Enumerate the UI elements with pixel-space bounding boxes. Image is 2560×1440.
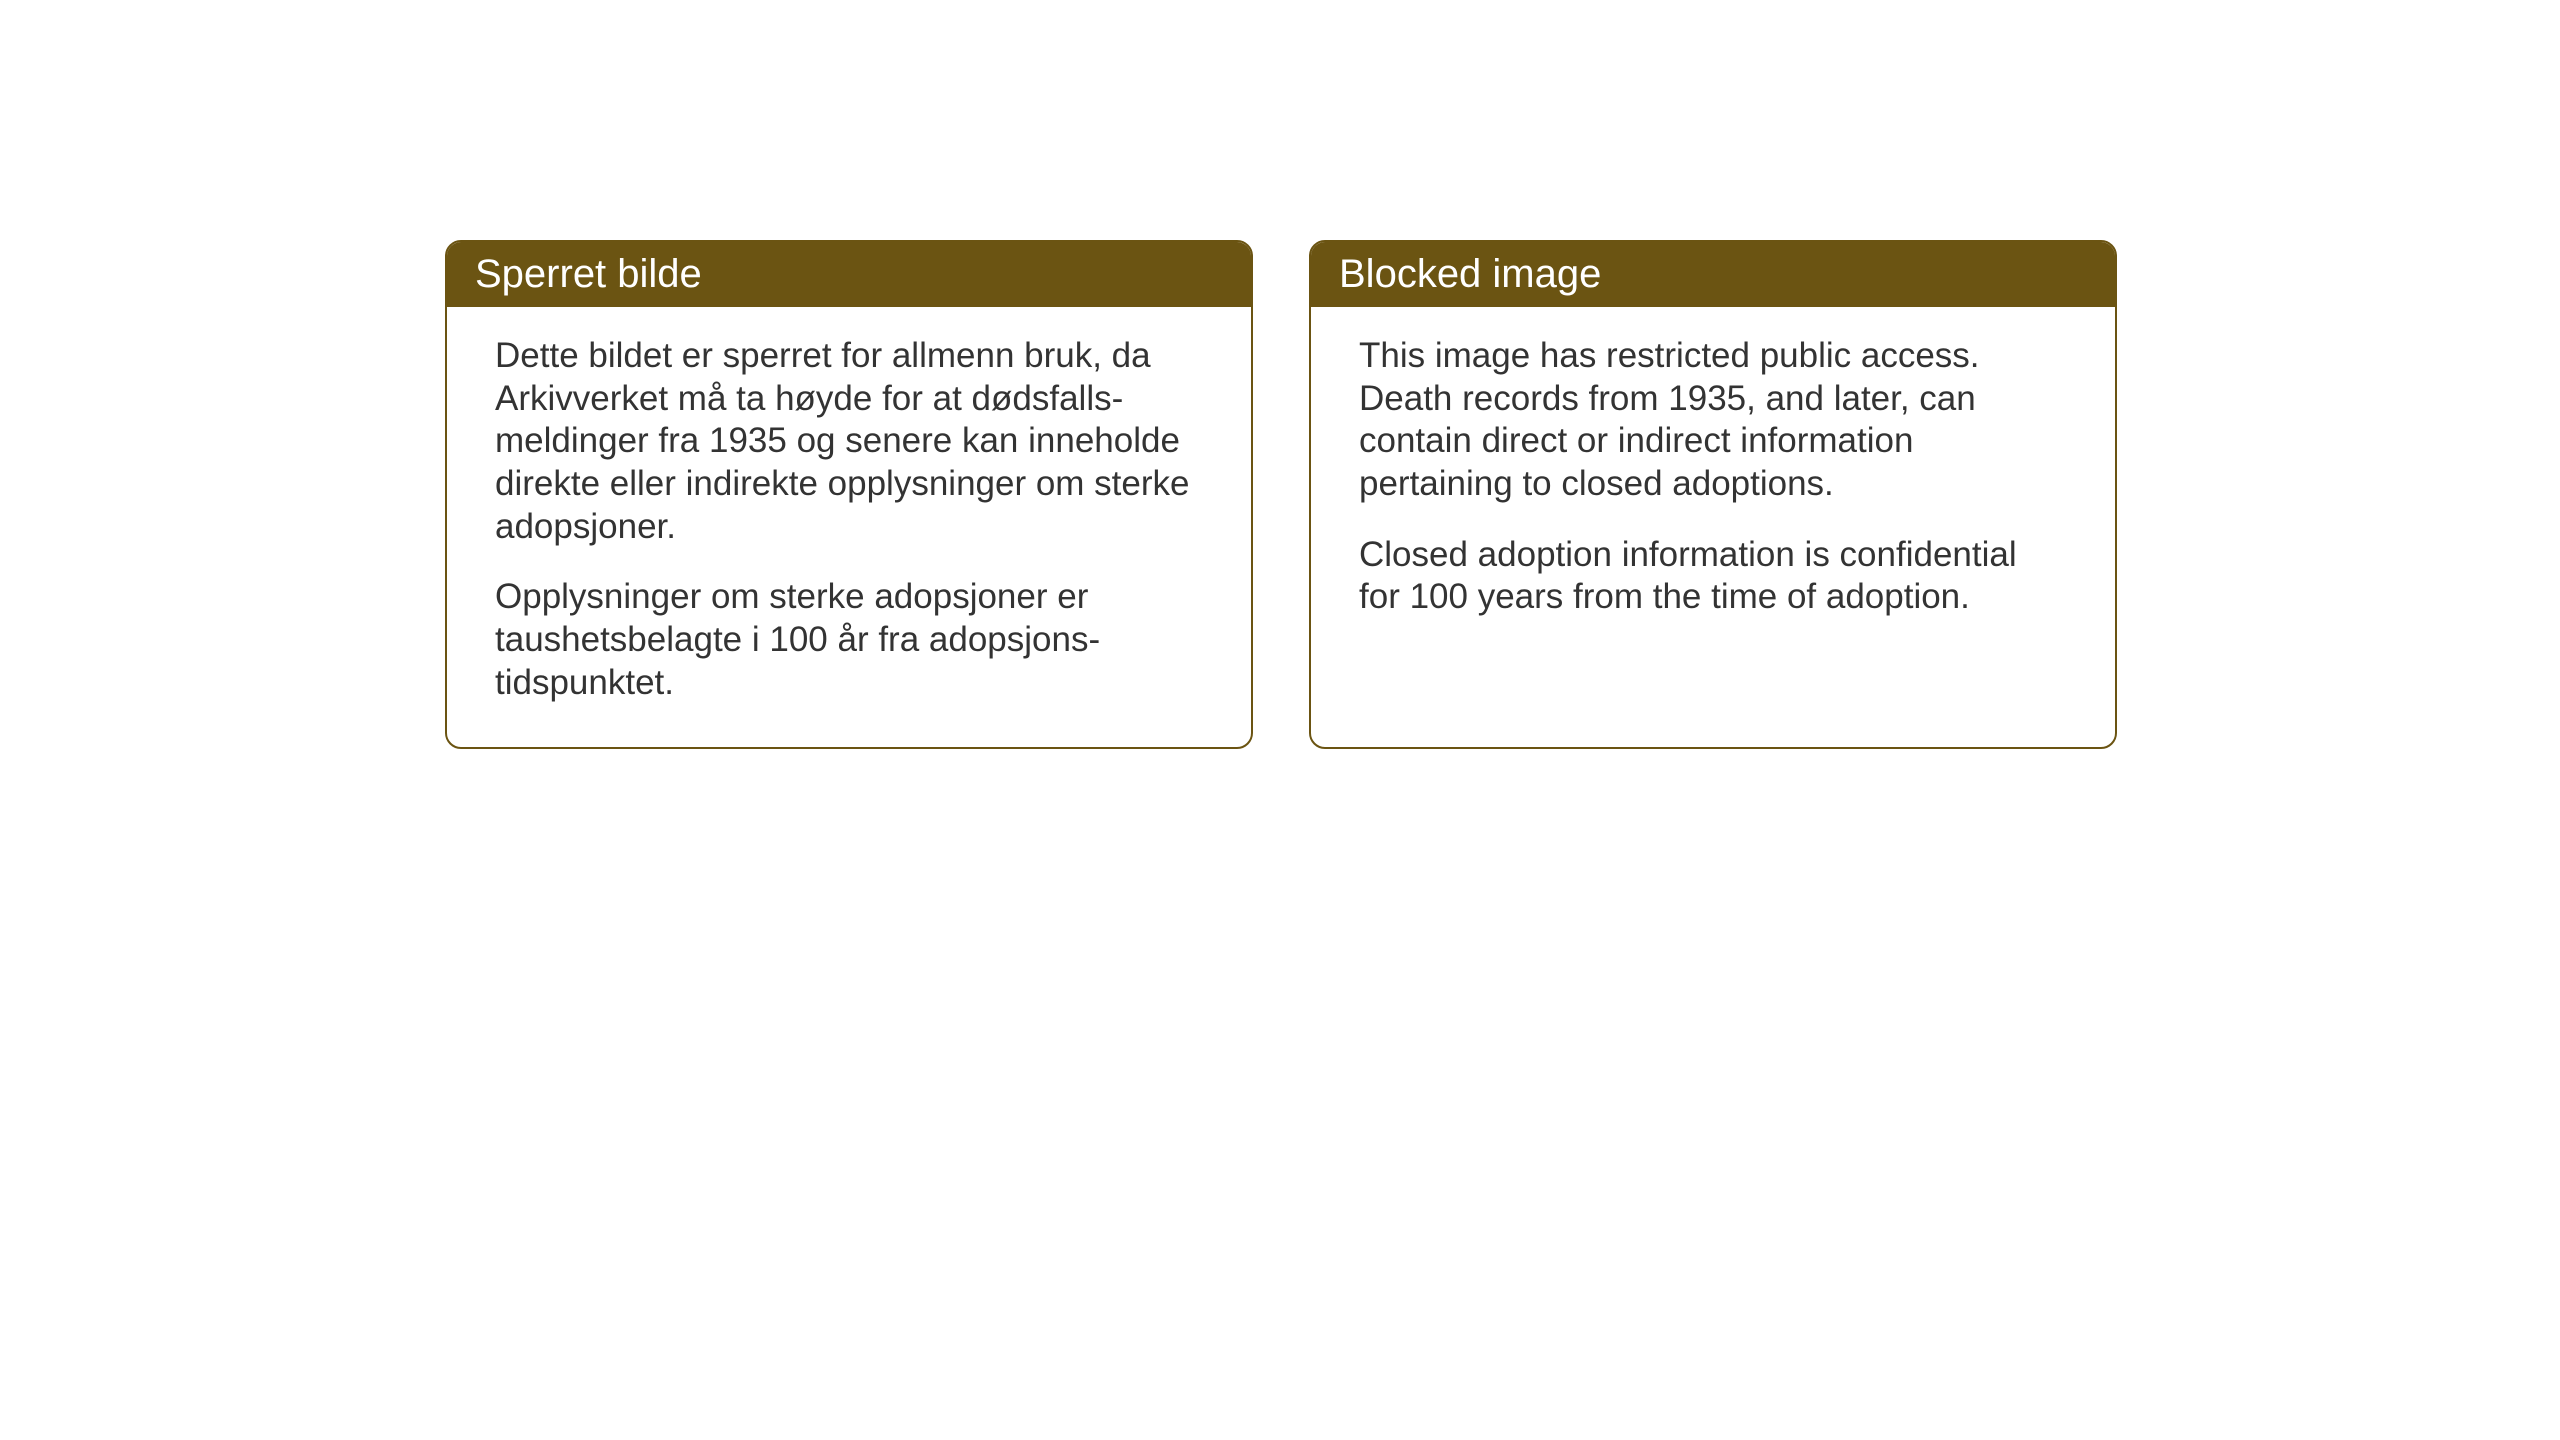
card-english-paragraph-1: This image has restricted public access.… xyxy=(1359,335,2067,506)
card-norwegian: Sperret bilde Dette bildet er sperret fo… xyxy=(445,240,1253,749)
card-english-paragraph-2: Closed adoption information is confident… xyxy=(1359,534,2067,619)
card-norwegian-paragraph-1: Dette bildet er sperret for allmenn bruk… xyxy=(495,335,1203,548)
card-english-body: This image has restricted public access.… xyxy=(1311,307,2115,747)
card-english-header: Blocked image xyxy=(1311,242,2115,307)
card-norwegian-body: Dette bildet er sperret for allmenn bruk… xyxy=(447,307,1251,747)
cards-container: Sperret bilde Dette bildet er sperret fo… xyxy=(445,240,2117,749)
card-english: Blocked image This image has restricted … xyxy=(1309,240,2117,749)
card-norwegian-header: Sperret bilde xyxy=(447,242,1251,307)
card-norwegian-paragraph-2: Opplysninger om sterke adopsjoner er tau… xyxy=(495,576,1203,704)
